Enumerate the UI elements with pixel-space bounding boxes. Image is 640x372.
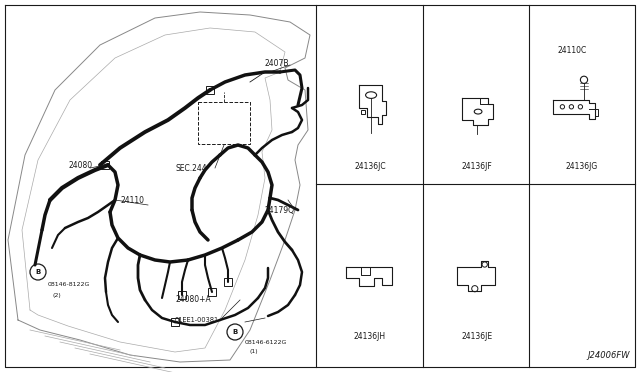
Text: 08146-6122G: 08146-6122G xyxy=(245,340,287,344)
Text: 24110C: 24110C xyxy=(558,45,588,55)
Text: 24136JC: 24136JC xyxy=(354,162,386,171)
Text: 2407B: 2407B xyxy=(265,59,289,68)
Text: 01EE1-00381: 01EE1-00381 xyxy=(175,317,219,323)
Text: 24136JG: 24136JG xyxy=(566,162,598,171)
Text: 24110: 24110 xyxy=(120,196,144,205)
Bar xyxy=(101,161,109,169)
Text: (1): (1) xyxy=(250,350,259,355)
Bar xyxy=(178,291,186,299)
Text: B: B xyxy=(35,269,40,275)
Text: 24136JH: 24136JH xyxy=(354,332,386,341)
Text: 08146-8122G: 08146-8122G xyxy=(48,282,90,288)
Bar xyxy=(171,318,179,326)
Text: (2): (2) xyxy=(52,292,61,298)
Bar xyxy=(198,102,250,144)
Text: 24179Q: 24179Q xyxy=(265,205,295,215)
Bar xyxy=(206,86,214,94)
Text: 24136JE: 24136JE xyxy=(461,332,493,341)
Text: J24006FW: J24006FW xyxy=(588,351,630,360)
Bar xyxy=(361,110,365,114)
Bar xyxy=(224,278,232,286)
Text: B: B xyxy=(232,329,237,335)
Text: SEC.244: SEC.244 xyxy=(175,164,207,173)
Text: 24080: 24080 xyxy=(68,160,92,170)
Text: 24080+A: 24080+A xyxy=(175,295,211,305)
Bar xyxy=(208,288,216,296)
Text: 24136JF: 24136JF xyxy=(461,162,492,171)
